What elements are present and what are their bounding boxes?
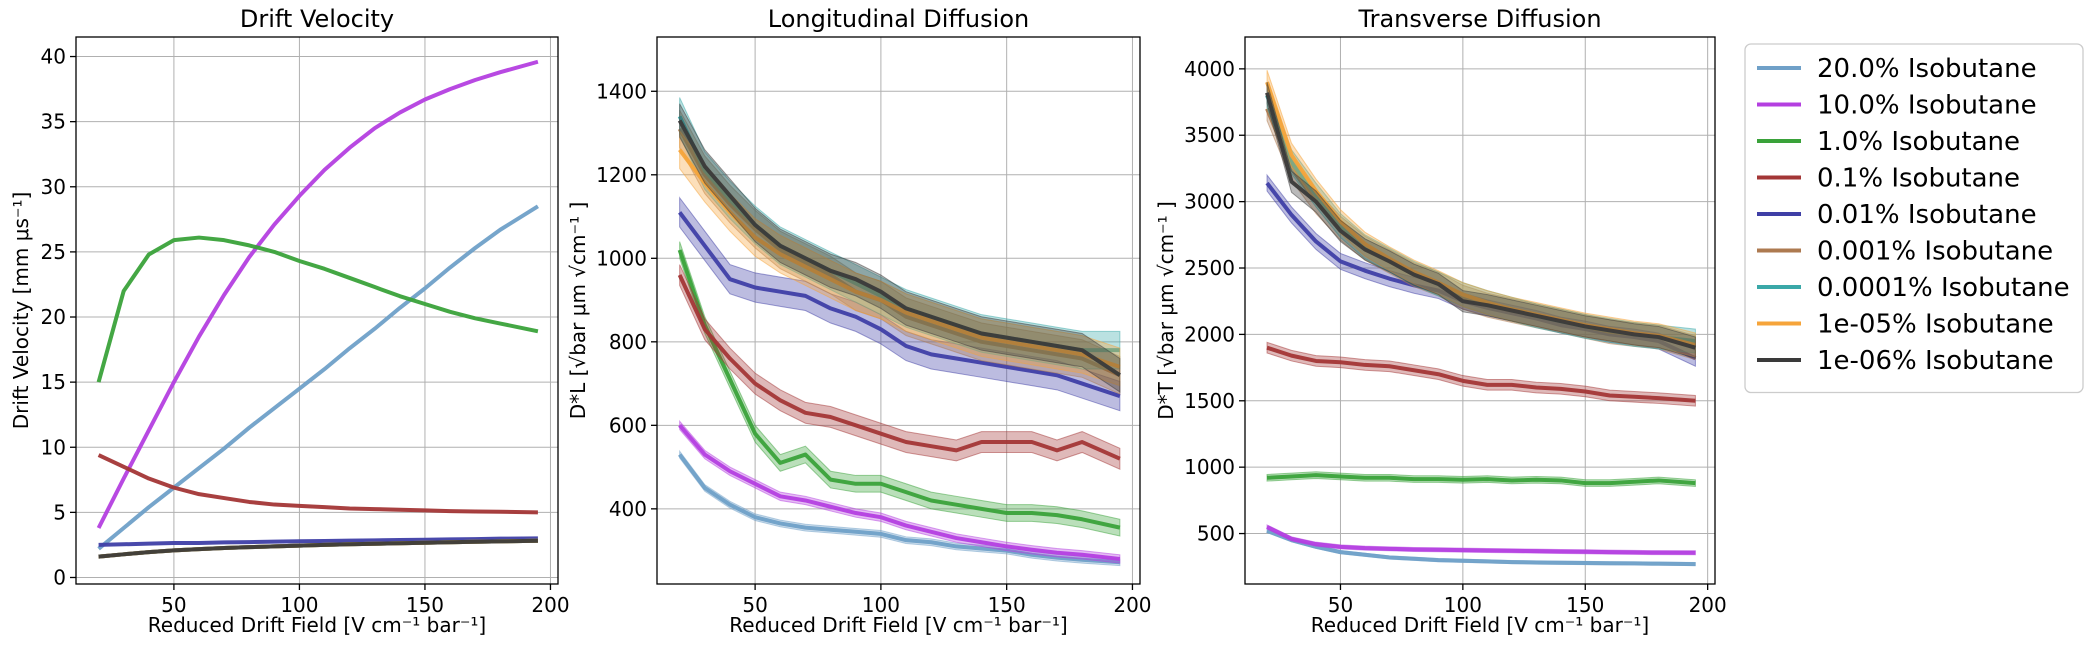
y-tick-label: 800 [609,330,647,354]
x-tick-label: 150 [406,593,444,617]
y-tick-label: 3500 [1184,123,1235,147]
legend-label: 0.01% Isobutane [1817,200,2037,230]
y-tick-label: 4000 [1184,57,1235,81]
series-line [98,536,538,547]
x-axis-label: Reduced Drift Field [V cm⁻¹ bar⁻¹] [148,613,486,637]
plot-frame [656,36,1141,585]
y-tick-label: 20 [41,305,66,329]
y-axis-label: D*T [√bar μm √cm⁻¹ ] [1154,201,1178,420]
y-tick-label: 0 [53,565,66,589]
x-tick-label: 100 [862,593,900,617]
panel-3: 50 100 150 200 500 1000 1500 2000 2500 3000 3500 40… [1154,5,1727,637]
y-tick-label: 40 [41,45,66,69]
series-line [98,538,538,559]
chart-title: Transverse Diffusion [1357,5,1601,33]
series-line [677,119,1121,377]
x-tick-label: 100 [280,593,318,617]
legend-item: 0.01% Isobutane [1757,200,2037,230]
y-tick-label: 5 [53,500,66,524]
y-tick-label: 15 [41,370,66,394]
series-line [1266,345,1696,403]
y-tick-label: 500 [1197,522,1235,546]
x-tick-label: 200 [1113,593,1151,617]
y-tick-label: 400 [609,497,647,521]
x-tick-label: 100 [1444,593,1482,617]
legend-item: 1e-05% Isobutane [1757,310,2054,340]
panel-1: 50 100 150 200 0 5 10 15 20 25 30 35 40 Drift Velocit… [9,5,570,637]
legend-frame [1744,43,2084,394]
y-tick-label: 1000 [1184,455,1235,479]
y-tick-label: 1400 [596,79,647,103]
y-tick-label: 1200 [596,163,647,187]
legend-label: 20.0% Isobutane [1817,54,2037,84]
legend-label: 1e-05% Isobutane [1817,310,2054,340]
series-group [96,59,539,559]
series-line [97,204,539,551]
legend-item: 0.0001% Isobutane [1757,273,2070,303]
y-tick-label: 30 [41,175,66,199]
legend: 20.0% Isobutane 10.0% Isobutane 1.0% Isobu… [1744,43,2084,394]
series-band [679,449,1121,567]
legend-label: 1e-06% Isobutane [1817,346,2054,376]
x-tick-label: 50 [1328,593,1353,617]
series-group [677,97,1121,567]
series-line [677,274,1121,461]
y-tick-label: 1500 [1184,389,1235,413]
series-line [1266,525,1696,555]
x-tick-label: 200 [531,593,569,617]
y-tick-label: 35 [41,110,66,134]
series-line [96,235,539,383]
y-tick-label: 600 [609,413,647,437]
series-line [678,211,1121,398]
y-tick-label: 25 [41,240,66,264]
series-line [678,453,1121,565]
x-tick-label: 50 [742,593,767,617]
legend-label: 0.0001% Isobutane [1817,273,2070,303]
plot-frame [1244,36,1716,585]
series-line [1266,529,1696,567]
y-tick-label: 2000 [1184,322,1235,346]
series-line [678,424,1121,561]
series-line [1266,473,1696,486]
legend-item: 0.1% Isobutane [1757,164,2020,194]
plot-frame [75,36,559,585]
y-tick-label: 1000 [596,246,647,270]
y-tick-label: 3000 [1184,190,1235,214]
y-axis-label: Drift Velocity [mm μs⁻¹] [9,192,33,430]
legend-label: 0.1% Isobutane [1817,164,2020,194]
legend-item: 10.0% Isobutane [1757,91,2037,121]
series-line [96,59,539,529]
series-line [97,453,538,515]
legend-item: 0.001% Isobutane [1757,237,2053,267]
legend-item: 1.0% Isobutane [1757,127,2020,157]
series-band [679,103,1121,393]
x-axis-label: Reduced Drift Field [V cm⁻¹ bar⁻¹] [1311,613,1649,637]
series-line [677,249,1121,530]
x-tick-label: 150 [988,593,1026,617]
x-axis-label: Reduced Drift Field [V cm⁻¹ bar⁻¹] [729,613,1067,637]
series-band [679,264,1121,470]
series-band [679,241,1121,537]
y-axis-label: D*L [√bar μm √cm⁻¹ ] [566,202,590,420]
legend-item: 1e-06% Isobutane [1757,346,2054,376]
series-line [678,148,1121,369]
series-line [1265,92,1696,350]
chart-title: Drift Velocity [240,5,394,33]
y-tick-label: 10 [41,435,66,459]
panel-2: 50 100 150 200 400 600 800 1000 1200 1400 Longitud… [566,5,1152,637]
legend-item: 20.0% Isobutane [1757,54,2037,84]
legend-label: 10.0% Isobutane [1817,91,2037,121]
x-tick-label: 50 [161,593,186,617]
series-group [1265,70,1697,567]
y-tick-label: 2500 [1184,256,1235,280]
legend-label: 0.001% Isobutane [1817,237,2053,267]
chart-title: Longitudinal Diffusion [768,5,1029,33]
x-tick-label: 150 [1566,593,1604,617]
legend-label: 1.0% Isobutane [1817,127,2020,157]
x-tick-label: 200 [1689,593,1727,617]
